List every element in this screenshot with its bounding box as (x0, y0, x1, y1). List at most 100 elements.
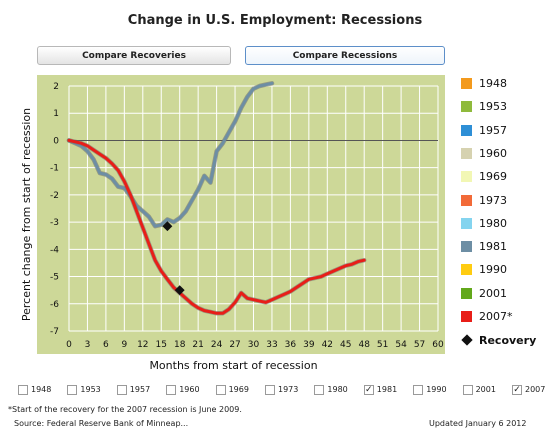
checkbox-box[interactable]: ✓ (363, 385, 374, 395)
legend-item-1948: 1948 (457, 77, 547, 91)
x-tick-label: 9 (121, 340, 127, 350)
checkbox-box[interactable] (413, 385, 424, 395)
legend-item-1957: 1957 (457, 124, 547, 138)
x-tick-label: 48 (358, 340, 370, 350)
legend-swatch (461, 264, 472, 276)
checkbox-label: 1953 (80, 385, 101, 394)
compare-recessions-button[interactable]: Compare Recessions (245, 46, 445, 65)
x-tick-label: 57 (414, 340, 425, 350)
legend-item-1960: 1960 (457, 147, 547, 161)
x-tick-label: 12 (137, 340, 148, 350)
checkbox-label: 1990 (426, 385, 447, 394)
x-tick-label: 15 (156, 340, 167, 350)
series-line-2007 (67, 138, 366, 315)
legend-item-1953: 1953 (457, 100, 547, 114)
checkbox-label: 1980 (327, 385, 348, 394)
x-tick-label: 24 (211, 340, 223, 350)
legend-item-2007: 2007* (457, 310, 547, 324)
compare-recoveries-button[interactable]: Compare Recoveries (37, 46, 231, 65)
plot-background (37, 75, 445, 354)
checkbox-label: 1948 (31, 385, 52, 394)
recovery-marker (174, 285, 185, 296)
x-tick-label: 51 (377, 340, 388, 350)
legend-label: 1980 (479, 216, 507, 230)
y-tick-label: -2 (50, 191, 59, 201)
legend-label: 2001 (479, 286, 507, 300)
checkbox-box[interactable] (18, 385, 28, 395)
legend-label: 1981 (479, 240, 507, 254)
x-tick-label: 45 (340, 340, 351, 350)
legend-swatch (461, 171, 472, 183)
chart-title: Change in U.S. Employment: Recessions (127, 13, 423, 28)
legend-swatch (461, 287, 472, 299)
y-axis-label: Percent change from start of recession (20, 108, 33, 321)
x-tick-label: 39 (303, 340, 315, 350)
checkbox-box[interactable] (67, 385, 78, 395)
legend-swatch (461, 124, 472, 136)
checkbox-box[interactable] (166, 385, 177, 395)
checkbox-label: 2007 (525, 385, 546, 394)
legend-swatch (461, 311, 472, 322)
legend-swatch (461, 217, 472, 229)
y-tick-label: -6 (50, 300, 59, 310)
x-tick-label: 60 (432, 340, 444, 350)
x-tick-label: 18 (174, 340, 186, 350)
recession-checkbox-row: 1948 1953 1957 1960 1969 1973 1980 ✓ 1981 1990 200… (0, 384, 550, 398)
checkbox-box[interactable] (116, 385, 127, 395)
recovery-diamond-icon (461, 334, 473, 346)
updated-text: Updated January 6 2012 (429, 419, 527, 428)
checkbox-label: 1969 (228, 385, 249, 394)
legend-item-1990: 1990 (457, 263, 547, 277)
checkbox-box[interactable] (215, 385, 226, 395)
x-tick-label: 36 (285, 340, 297, 350)
checkbox-label: 1960 (179, 385, 200, 394)
checkbox-box[interactable] (265, 385, 275, 395)
checkbox-box[interactable] (314, 385, 325, 395)
x-tick-label: 21 (192, 340, 203, 350)
legend-label: 1957 (479, 123, 507, 137)
x-axis-label: Months from start of recession (149, 359, 317, 372)
checkbox-label: 1957 (129, 385, 151, 394)
legend-label: 1969 (479, 170, 507, 184)
y-tick-label: 2 (53, 82, 59, 92)
checkbox-box[interactable] (462, 385, 473, 395)
legend-item-2001: 2001 (457, 287, 547, 301)
y-tick-label: 0 (53, 136, 59, 146)
x-tick-label: 0 (66, 340, 72, 350)
checkbox-label: 1981 (376, 385, 398, 394)
x-tick-label: 30 (248, 340, 260, 350)
legend-swatch (461, 241, 472, 253)
footnote: *Start of the recovery for the 2007 rece… (8, 405, 242, 414)
x-tick-label: 33 (266, 340, 277, 350)
legend-recovery-label: Recovery (479, 334, 537, 347)
legend-swatch (461, 147, 472, 159)
legend-item-1981: 1981 (457, 240, 547, 254)
y-tick-label: -3 (50, 218, 59, 228)
recovery-marker (162, 221, 173, 232)
x-tick-label: 42 (322, 340, 333, 350)
legend-item-1980: 1980 (457, 217, 547, 231)
legend-label: 2007* (479, 310, 513, 323)
legend-item-1969: 1969 (457, 170, 547, 184)
x-tick-label: 27 (229, 340, 240, 350)
source-text: Source: Federal Reserve Bank of Minneap.… (14, 419, 189, 428)
legend-label: 1953 (479, 100, 507, 114)
checkbox-label: 1973 (278, 385, 299, 394)
checkbox-box[interactable]: ✓ (512, 385, 522, 395)
legend-label: 1960 (479, 146, 507, 160)
legend-swatch (461, 101, 472, 113)
legend-label: 1973 (479, 193, 507, 207)
x-tick-label: 3 (85, 340, 91, 350)
legend-recovery: Recovery (457, 334, 547, 348)
y-tick-label: -1 (50, 164, 59, 174)
employment-chart: 0 3 6 9 12 15 18 21 24 27 30 33 36 39 42 45 48 51 54 57 6021… (20, 75, 445, 372)
legend-label: 1948 (479, 77, 507, 90)
series-line-1981 (67, 81, 274, 228)
checkbox-label: 2001 (475, 385, 496, 394)
y-tick-label: -7 (50, 327, 59, 337)
y-tick-label: 1 (53, 109, 59, 119)
y-tick-label: -4 (50, 245, 59, 255)
x-tick-label: 6 (103, 340, 109, 350)
y-tick-label: -5 (50, 273, 59, 283)
legend-swatch (461, 78, 472, 89)
